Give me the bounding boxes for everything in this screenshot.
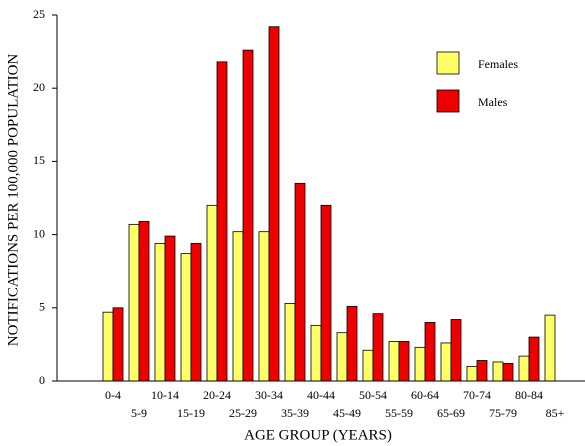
legend-swatch bbox=[436, 51, 460, 75]
bar bbox=[310, 324, 322, 382]
bar bbox=[112, 307, 124, 382]
x-tick-label: 85+ bbox=[546, 406, 565, 420]
x-tick-label: 0-4 bbox=[105, 388, 121, 402]
y-tick-label: 0 bbox=[39, 373, 45, 387]
bar bbox=[294, 182, 306, 382]
bar bbox=[336, 332, 348, 382]
bar bbox=[450, 319, 462, 382]
x-tick-label: 50-54 bbox=[359, 388, 387, 402]
x-tick-label: 80-84 bbox=[515, 388, 543, 402]
y-tick-label: 15 bbox=[33, 153, 45, 167]
bar bbox=[206, 204, 218, 382]
x-tick-label: 10-14 bbox=[151, 388, 179, 402]
x-tick-label: 70-74 bbox=[463, 388, 491, 402]
bar bbox=[268, 26, 280, 382]
bar bbox=[440, 342, 452, 382]
y-tick-label: 25 bbox=[33, 7, 45, 21]
bar bbox=[544, 314, 556, 382]
bar bbox=[102, 311, 114, 382]
x-tick-label: 35-39 bbox=[281, 406, 309, 420]
y-tick-label: 20 bbox=[33, 80, 45, 94]
legend-swatch bbox=[436, 89, 460, 113]
x-tick-label: 25-29 bbox=[229, 406, 257, 420]
bar bbox=[128, 223, 140, 382]
y-tick-label: 10 bbox=[33, 226, 45, 240]
bar bbox=[398, 341, 410, 382]
bar bbox=[164, 235, 176, 382]
bar bbox=[346, 305, 358, 382]
x-axis-title: AGE GROUP (YEARS) bbox=[244, 427, 392, 443]
legend-label: Females bbox=[478, 57, 518, 71]
bar bbox=[154, 242, 166, 382]
x-tick-label: 75-79 bbox=[489, 406, 517, 420]
bar bbox=[258, 231, 270, 382]
bar bbox=[232, 231, 244, 382]
bar bbox=[242, 49, 254, 382]
legend-label: Males bbox=[478, 95, 508, 109]
x-tick-label: 65-69 bbox=[437, 406, 465, 420]
bar bbox=[138, 221, 150, 382]
bar bbox=[362, 349, 374, 382]
bar bbox=[414, 346, 426, 382]
bar bbox=[492, 361, 504, 382]
bar bbox=[518, 355, 530, 382]
y-axis-title: NOTIFICATIONS PER 100,000 POPULATION bbox=[5, 54, 21, 347]
bar bbox=[190, 242, 202, 382]
bar bbox=[320, 204, 332, 382]
x-tick-label: 15-19 bbox=[177, 406, 205, 420]
x-tick-label: 55-59 bbox=[385, 406, 413, 420]
bar bbox=[180, 253, 192, 382]
bar bbox=[528, 336, 540, 382]
bar bbox=[284, 303, 296, 382]
x-tick-label: 45-49 bbox=[333, 406, 361, 420]
bar bbox=[372, 313, 384, 382]
x-tick-label: 40-44 bbox=[307, 388, 335, 402]
bar bbox=[424, 322, 436, 382]
y-tick-label: 5 bbox=[39, 300, 45, 314]
bar bbox=[216, 61, 228, 382]
bar bbox=[502, 363, 514, 382]
bar bbox=[388, 341, 400, 382]
bar bbox=[466, 365, 478, 382]
x-tick-label: 20-24 bbox=[203, 388, 231, 402]
x-tick-label: 60-64 bbox=[411, 388, 439, 402]
bar bbox=[476, 360, 488, 382]
x-tick-label: 30-34 bbox=[255, 388, 283, 402]
x-tick-label: 5-9 bbox=[131, 406, 147, 420]
